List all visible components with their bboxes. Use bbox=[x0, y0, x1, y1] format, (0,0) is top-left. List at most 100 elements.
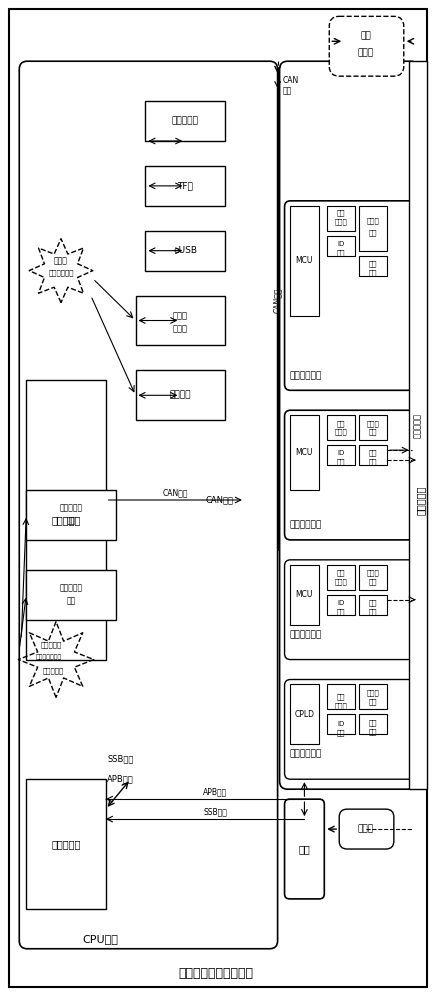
Text: 监控: 监控 bbox=[369, 608, 377, 615]
Text: 硬件: 硬件 bbox=[337, 693, 346, 700]
Bar bbox=[146, 166, 225, 206]
Text: 温度: 温度 bbox=[369, 450, 377, 456]
Text: 无线端口: 无线端口 bbox=[169, 391, 191, 400]
Bar bbox=[359, 256, 387, 276]
Text: ID: ID bbox=[337, 241, 345, 247]
FancyBboxPatch shape bbox=[329, 16, 404, 76]
Bar bbox=[409, 61, 427, 789]
Text: 配置: 配置 bbox=[337, 608, 346, 615]
Text: 温度: 温度 bbox=[369, 719, 377, 726]
Text: MCU: MCU bbox=[296, 448, 313, 457]
Bar bbox=[26, 570, 116, 620]
Text: 硬件看门狗: 硬件看门狗 bbox=[172, 117, 199, 126]
Text: 模拟量采集板: 模拟量采集板 bbox=[289, 750, 322, 759]
Text: CAN
总线: CAN 总线 bbox=[283, 76, 299, 96]
Text: 产品上位机: 产品上位机 bbox=[42, 667, 64, 674]
FancyBboxPatch shape bbox=[285, 410, 414, 540]
Bar bbox=[327, 684, 355, 709]
Text: 数字量: 数字量 bbox=[367, 217, 379, 224]
Text: 第二过太网: 第二过太网 bbox=[59, 503, 83, 512]
Text: 模拟量: 模拟量 bbox=[367, 569, 379, 576]
Text: SSB总线: SSB总线 bbox=[108, 755, 134, 764]
Text: CAN总线: CAN总线 bbox=[162, 489, 188, 498]
Bar bbox=[327, 595, 355, 615]
Text: 电源板: 电源板 bbox=[358, 825, 374, 834]
Text: 第一过太网: 第一过太网 bbox=[59, 583, 83, 592]
Text: 模拟量: 模拟量 bbox=[367, 689, 379, 696]
Text: ID: ID bbox=[337, 450, 345, 456]
Text: 配置: 配置 bbox=[337, 249, 346, 256]
Bar bbox=[26, 490, 116, 540]
Bar bbox=[146, 231, 225, 271]
Bar bbox=[136, 370, 225, 420]
Text: 硬件: 硬件 bbox=[337, 209, 346, 216]
Text: APB总线: APB总线 bbox=[107, 775, 134, 784]
Bar bbox=[359, 415, 387, 440]
Text: 看门狗: 看门狗 bbox=[335, 429, 348, 435]
Text: 采集: 采集 bbox=[369, 429, 377, 435]
Text: 监控: 监控 bbox=[369, 459, 377, 465]
Text: APB总线: APB总线 bbox=[203, 788, 227, 797]
Bar bbox=[359, 714, 387, 734]
Text: 数字量采集板: 数字量采集板 bbox=[289, 520, 322, 529]
Text: TF卡: TF卡 bbox=[177, 181, 193, 190]
FancyBboxPatch shape bbox=[339, 809, 394, 849]
Bar bbox=[327, 445, 355, 465]
Text: 数字量: 数字量 bbox=[367, 420, 379, 427]
Text: MCU: MCU bbox=[296, 256, 313, 265]
Text: 监控: 监控 bbox=[369, 269, 377, 276]
Text: ID: ID bbox=[337, 600, 345, 606]
Bar bbox=[136, 296, 225, 345]
Text: 输出: 输出 bbox=[369, 578, 377, 585]
Bar bbox=[289, 415, 319, 490]
Bar bbox=[359, 684, 387, 709]
Bar bbox=[327, 236, 355, 256]
Text: 配置: 配置 bbox=[337, 729, 346, 736]
Text: 看门狗: 看门狗 bbox=[335, 218, 348, 225]
Bar bbox=[327, 415, 355, 440]
Text: 监控: 监控 bbox=[369, 728, 377, 735]
Text: 第一处理器: 第一处理器 bbox=[51, 839, 81, 849]
Bar bbox=[146, 101, 225, 141]
Bar bbox=[289, 565, 319, 625]
Text: 看门狗: 看门狗 bbox=[335, 702, 348, 709]
FancyBboxPatch shape bbox=[280, 61, 419, 789]
Bar bbox=[26, 779, 106, 909]
Text: CAN总线: CAN总线 bbox=[273, 288, 282, 313]
FancyBboxPatch shape bbox=[19, 61, 278, 949]
Bar bbox=[359, 206, 387, 251]
FancyBboxPatch shape bbox=[285, 680, 414, 779]
Text: 温度: 温度 bbox=[369, 260, 377, 267]
Text: CPU板卡: CPU板卡 bbox=[83, 934, 119, 944]
Text: 对外连接器: 对外连接器 bbox=[416, 485, 426, 515]
Text: 控制卡: 控制卡 bbox=[358, 49, 374, 58]
Text: SSB总线: SSB总线 bbox=[203, 808, 227, 817]
Text: 看门狗: 看门狗 bbox=[335, 578, 348, 585]
Bar bbox=[359, 595, 387, 615]
FancyBboxPatch shape bbox=[285, 201, 414, 390]
Text: 信端口: 信端口 bbox=[173, 324, 188, 333]
Bar bbox=[327, 206, 355, 231]
Text: 背板: 背板 bbox=[299, 844, 310, 854]
Text: 采集控制设备: 采集控制设备 bbox=[48, 269, 74, 276]
Text: 扩展: 扩展 bbox=[361, 32, 372, 41]
Text: 端口: 端口 bbox=[67, 516, 76, 525]
Bar bbox=[327, 565, 355, 590]
Text: 第二处理器: 第二处理器 bbox=[51, 515, 81, 525]
Text: 硬件: 硬件 bbox=[337, 569, 346, 576]
Text: 采集: 采集 bbox=[369, 698, 377, 705]
Text: 广域网通信终端: 广域网通信终端 bbox=[36, 655, 62, 660]
Text: eUSB: eUSB bbox=[173, 246, 197, 255]
Text: 数据采集控制单元示意: 数据采集控制单元示意 bbox=[178, 967, 254, 980]
Text: CPLD: CPLD bbox=[295, 710, 314, 719]
Bar bbox=[289, 684, 319, 744]
Bar bbox=[26, 380, 106, 660]
Text: 数字量输出板: 数字量输出板 bbox=[289, 371, 322, 380]
FancyBboxPatch shape bbox=[285, 799, 324, 899]
Text: 串行通: 串行通 bbox=[173, 311, 188, 320]
Text: CAN总线: CAN总线 bbox=[206, 496, 234, 505]
Text: 输出: 输出 bbox=[369, 229, 377, 236]
Text: MCU: MCU bbox=[296, 590, 313, 599]
Text: ID: ID bbox=[337, 721, 345, 727]
Text: 硬件: 硬件 bbox=[337, 420, 346, 427]
